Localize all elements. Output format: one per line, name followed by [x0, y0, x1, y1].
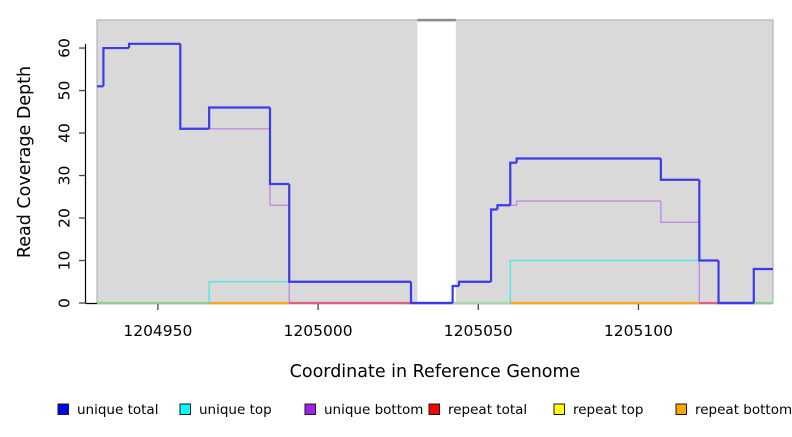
legend-swatch-repeat-bottom [675, 403, 687, 415]
legend-swatch-repeat-top [553, 403, 565, 415]
legend-swatch-unique-top [179, 403, 191, 415]
y-tick-label: 10 [55, 251, 73, 271]
legend-swatch-repeat-total [428, 403, 440, 415]
y-tick-label: 0 [55, 298, 73, 308]
legend-label: unique bottom [324, 402, 423, 418]
legend: unique total unique top unique bottom repea… [57, 402, 792, 418]
x-tick-label: 1205100 [604, 322, 673, 340]
x-tick-label: 1205000 [284, 322, 353, 340]
y-tick-label: 50 [55, 81, 73, 101]
gap-region-top-edge [417, 18, 456, 22]
y-tick-label: 30 [55, 166, 73, 186]
legend-label: repeat bottom [695, 402, 792, 418]
x-tick-label: 1204950 [123, 322, 192, 340]
y-axis-ticks: 0 10 20 30 40 50 60 [55, 38, 86, 308]
legend-label: unique top [199, 402, 272, 418]
x-tick-label: 1205050 [444, 322, 513, 340]
legend-label: repeat top [573, 402, 643, 418]
gap-region-band [417, 21, 456, 303]
x-axis-title: Coordinate in Reference Genome [290, 362, 581, 382]
legend-label: unique total [77, 402, 158, 418]
coverage-step-lines [97, 42, 773, 305]
y-tick-label: 60 [55, 38, 73, 58]
y-axis-title: Read Coverage Depth [15, 66, 35, 258]
y-tick-label: 40 [55, 123, 73, 143]
legend-swatch-unique-bottom [304, 403, 316, 415]
series-line-unique-total [97, 42, 773, 305]
x-axis-ticks: 1204950 1205000 1205050 1205100 [123, 303, 673, 340]
y-tick-label: 20 [55, 208, 73, 228]
legend-label: repeat total [448, 402, 527, 418]
legend-swatch-unique-total [57, 403, 69, 415]
